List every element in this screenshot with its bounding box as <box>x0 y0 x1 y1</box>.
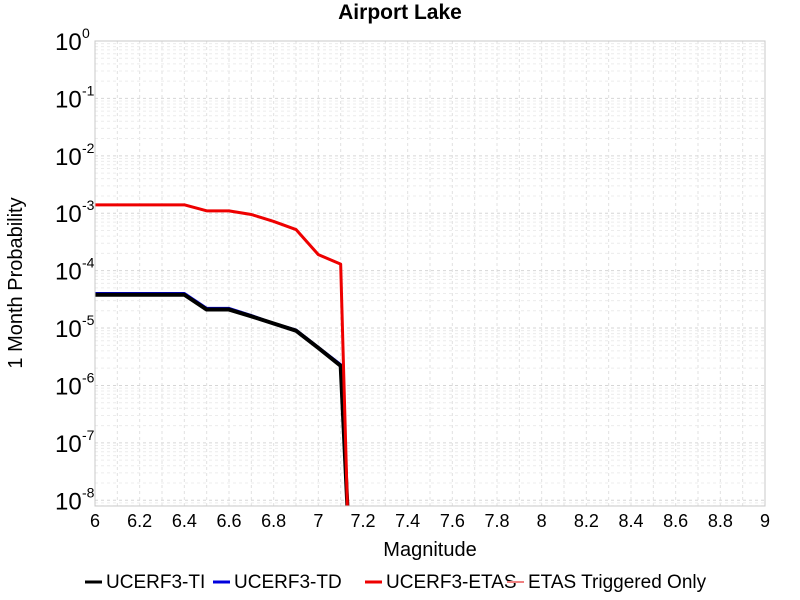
x-tick-label: 8.2 <box>574 511 599 531</box>
x-tick-label: 6 <box>90 511 100 531</box>
legend-label: UCERF3-TD <box>234 572 342 593</box>
y-tick-exponent: -6 <box>82 369 95 385</box>
y-tick-exponent: -4 <box>82 255 95 271</box>
x-tick-label: 8 <box>537 511 547 531</box>
y-tick-base: 10 <box>55 488 82 515</box>
plot-grid <box>94 40 766 507</box>
x-axis-ticks: 6 6.2 6.4 6.6 6.8 7 7.2 7.4 7.6 7.8 8 8.2 8.4 8.6 8.8 9 <box>90 511 770 531</box>
y-tick-base: 10 <box>55 259 82 286</box>
x-tick-label: 7.8 <box>484 511 509 531</box>
x-tick-label: 8.8 <box>708 511 733 531</box>
x-tick-label: 7.4 <box>395 511 420 531</box>
y-tick-base: 10 <box>55 144 82 171</box>
y-tick-base: 10 <box>55 86 82 113</box>
x-tick-label: 7.2 <box>350 511 375 531</box>
y-tick-exponent: -5 <box>82 312 95 328</box>
x-tick-label: 7.6 <box>440 511 465 531</box>
y-tick-base: 10 <box>55 316 82 343</box>
y-tick-exponent: -8 <box>82 484 95 500</box>
x-tick-label: 8.6 <box>663 511 688 531</box>
legend-label: UCERF3-TI <box>106 572 205 593</box>
y-axis-label: 1 Month Probability <box>5 197 27 368</box>
x-tick-label: 7 <box>313 511 323 531</box>
x-tick-label: 6.6 <box>216 511 241 531</box>
plot-series <box>95 203 350 507</box>
legend-label: UCERF3-ETAS <box>386 572 517 593</box>
x-tick-label: 9 <box>760 511 770 531</box>
plot-area <box>94 40 766 507</box>
series-line <box>95 203 349 507</box>
x-tick-label: 6.8 <box>261 511 286 531</box>
y-tick-base: 10 <box>55 201 82 228</box>
x-tick-label: 8.4 <box>618 511 643 531</box>
x-axis-label: Magnitude <box>383 539 476 561</box>
y-tick-exponent: -1 <box>82 82 95 98</box>
chart-title: Airport Lake <box>338 1 462 24</box>
y-tick-base: 10 <box>55 431 82 458</box>
y-tick-base: 10 <box>55 29 82 56</box>
y-tick-exponent: -2 <box>82 140 95 156</box>
x-tick-label: 6.4 <box>172 511 197 531</box>
legend-label: ETAS Triggered Only <box>528 572 707 593</box>
y-tick-base: 10 <box>55 373 82 400</box>
y-tick-exponent: -7 <box>82 427 95 443</box>
y-tick-exponent: 0 <box>82 25 90 41</box>
y-tick-exponent: -3 <box>82 197 95 213</box>
series-line <box>95 291 349 507</box>
legend: UCERF3-TI UCERF3-TD UCERF3-ETAS ETAS Trigge… <box>85 572 707 593</box>
series-line <box>95 292 350 507</box>
x-tick-label: 6.2 <box>127 511 152 531</box>
